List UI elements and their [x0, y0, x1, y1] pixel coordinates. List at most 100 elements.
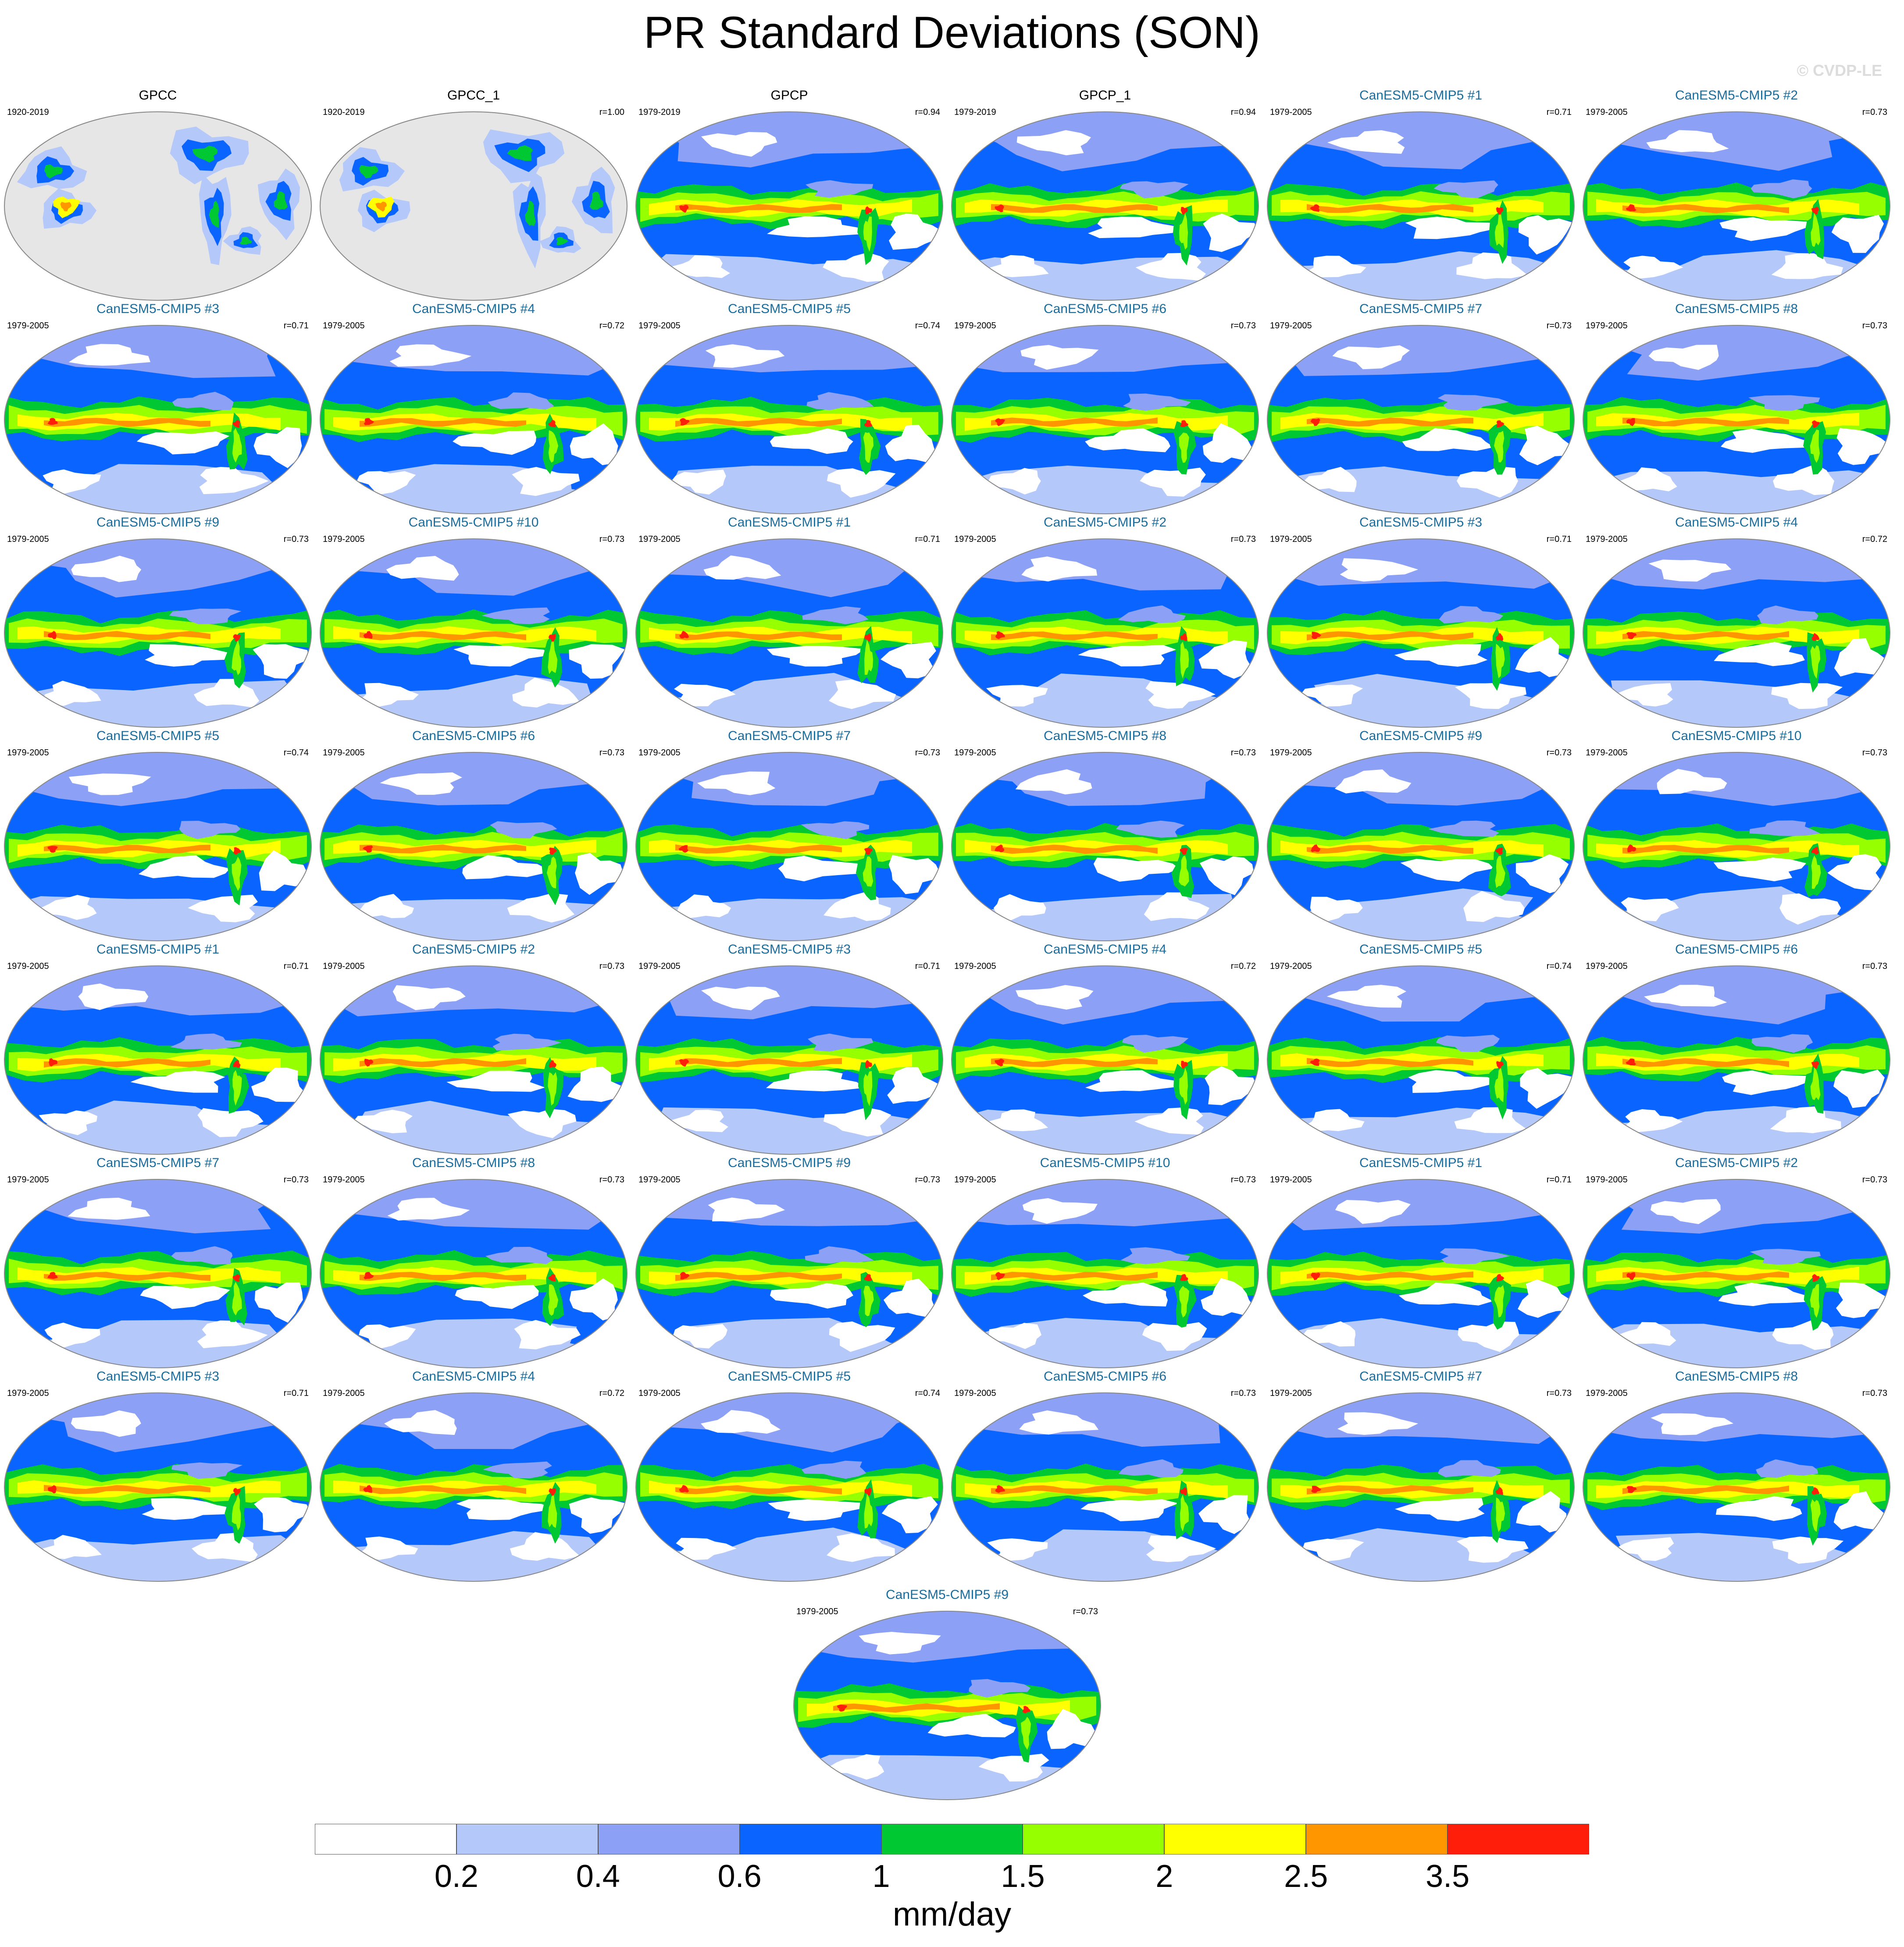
map-panel: CanESM5-CMIP5 #9 1979-2005 r=0.73 — [0, 515, 316, 734]
precip-stddev-map — [1267, 1179, 1575, 1368]
precip-stddev-map — [4, 538, 312, 728]
panel-pattern-correlation: r=0.71 — [1546, 1175, 1572, 1185]
panel-title: GPCC — [139, 88, 177, 103]
map-panel: CanESM5-CMIP5 #7 1979-2005 r=0.73 — [0, 1155, 316, 1374]
map-panel: CanESM5-CMIP5 #7 1979-2005 r=0.73 — [1263, 301, 1579, 520]
map-panel: CanESM5-CMIP5 #6 1979-2005 r=0.73 — [947, 1369, 1263, 1588]
precip-stddev-map — [951, 538, 1259, 728]
panel-pattern-correlation: r=0.73 — [1073, 1607, 1098, 1616]
precip-stddev-map — [4, 752, 312, 941]
panel-pattern-correlation: r=0.74 — [915, 321, 940, 331]
panel-title: CanESM5-CMIP5 #7 — [96, 1156, 220, 1170]
panel-period: 1979-2005 — [1586, 321, 1628, 331]
panel-period: 1979-2005 — [1270, 961, 1312, 971]
precip-stddev-map — [320, 965, 628, 1155]
panel-pattern-correlation: r=0.73 — [1862, 1388, 1887, 1398]
panel-period: 1979-2005 — [7, 748, 49, 758]
panel-title: GPCP — [770, 88, 808, 103]
map-panel: CanESM5-CMIP5 #7 1979-2005 r=0.73 — [631, 728, 947, 947]
precip-stddev-map — [951, 111, 1259, 301]
map-panel: CanESM5-CMIP5 #3 1979-2005 r=0.71 — [631, 942, 947, 1161]
precip-stddev-map — [1583, 752, 1890, 941]
map-panel: CanESM5-CMIP5 #4 1979-2005 r=0.72 — [1579, 515, 1894, 734]
precip-stddev-map — [793, 1611, 1101, 1800]
precip-stddev-map — [1267, 1392, 1575, 1582]
panel-pattern-correlation: r=0.74 — [915, 1388, 940, 1398]
panel-period: 1979-2005 — [638, 1388, 681, 1398]
colorbar-tick-label: 1.5 — [1001, 1859, 1045, 1894]
map-panel: GPCC_1 1920-2019 r=1.00 — [316, 88, 631, 307]
panel-pattern-correlation: r=0.73 — [1862, 107, 1887, 117]
map-panel: GPCP 1979-2019 r=0.94 — [631, 88, 947, 307]
panel-period: 1979-2005 — [1270, 534, 1312, 544]
panel-title: CanESM5-CMIP5 #8 — [1675, 1369, 1798, 1384]
map-panel: CanESM5-CMIP5 #1 1979-2005 r=0.71 — [631, 515, 947, 734]
colorbar-box — [1448, 1824, 1589, 1854]
panel-pattern-correlation: r=0.73 — [1230, 321, 1256, 331]
map-panel: CanESM5-CMIP5 #4 1979-2005 r=0.72 — [947, 942, 1263, 1161]
panel-period: 1979-2005 — [1586, 107, 1628, 117]
map-panel: CanESM5-CMIP5 #9 1979-2005 r=0.73 — [789, 1587, 1105, 1806]
panel-period: 1979-2005 — [638, 961, 681, 971]
panel-pattern-correlation: r=1.00 — [599, 107, 624, 117]
panel-title: GPCC_1 — [447, 88, 500, 103]
panel-pattern-correlation: r=0.73 — [1230, 534, 1256, 544]
map-panel: CanESM5-CMIP5 #6 1979-2005 r=0.73 — [947, 301, 1263, 520]
precip-stddev-map — [320, 111, 628, 301]
panel-period: 1979-2005 — [323, 1175, 365, 1185]
panel-title: CanESM5-CMIP5 #10 — [1671, 729, 1802, 743]
panel-pattern-correlation: r=0.73 — [1546, 748, 1572, 758]
panel-title: CanESM5-CMIP5 #2 — [1675, 88, 1798, 103]
panel-period: 1979-2005 — [7, 1388, 49, 1398]
panel-title: CanESM5-CMIP5 #1 — [96, 942, 220, 957]
colorbar — [315, 1824, 1589, 1854]
panel-period: 1979-2005 — [638, 1175, 681, 1185]
precip-stddev-map — [4, 1179, 312, 1368]
copyright-label: © CVDP-LE — [1797, 61, 1882, 79]
colorbar-box — [1306, 1824, 1448, 1854]
panel-period: 1979-2005 — [1270, 1388, 1312, 1398]
colorbar-units: mm/day — [892, 1896, 1012, 1933]
panel-period: 1979-2005 — [323, 748, 365, 758]
colorbar-tick-label: 0.2 — [434, 1859, 478, 1894]
map-panel: CanESM5-CMIP5 #4 1979-2005 r=0.72 — [316, 301, 631, 520]
panel-title: CanESM5-CMIP5 #3 — [727, 942, 851, 957]
panel-title: CanESM5-CMIP5 #5 — [1359, 942, 1483, 957]
panel-pattern-correlation: r=0.73 — [1546, 1388, 1572, 1398]
map-panel: CanESM5-CMIP5 #8 1979-2005 r=0.73 — [1579, 301, 1894, 520]
panel-title: CanESM5-CMIP5 #8 — [1675, 302, 1798, 316]
panel-title: CanESM5-CMIP5 #9 — [1359, 729, 1483, 743]
panel-title: CanESM5-CMIP5 #6 — [1675, 942, 1798, 957]
figure-title: PR Standard Deviations (SON) — [644, 7, 1260, 57]
panel-period: 1979-2019 — [638, 107, 681, 117]
colorbar-box — [739, 1824, 881, 1854]
map-panel: CanESM5-CMIP5 #4 1979-2005 r=0.72 — [316, 1369, 631, 1588]
precip-stddev-map — [951, 1392, 1259, 1582]
panel-period: 1979-2005 — [1270, 107, 1312, 117]
map-panel: CanESM5-CMIP5 #2 1979-2005 r=0.73 — [1579, 88, 1894, 307]
precip-stddev-map — [635, 1392, 943, 1582]
precip-stddev-map — [4, 325, 312, 514]
colorbar-tick-label: 2.5 — [1284, 1859, 1328, 1894]
panel-title: CanESM5-CMIP5 #6 — [1043, 302, 1167, 316]
panel-period: 1979-2005 — [1586, 534, 1628, 544]
precip-stddev-map — [4, 111, 312, 301]
panel-period: 1979-2005 — [954, 321, 996, 331]
panel-pattern-correlation: r=0.94 — [915, 107, 940, 117]
precip-stddev-map — [1583, 111, 1890, 301]
panel-pattern-correlation: r=0.74 — [1546, 961, 1572, 971]
panel-title: CanESM5-CMIP5 #1 — [727, 515, 851, 530]
panel-pattern-correlation: r=0.73 — [1546, 321, 1572, 331]
precip-stddev-map — [1583, 325, 1890, 514]
colorbar-tick-label: 1 — [872, 1859, 890, 1894]
map-panel: CanESM5-CMIP5 #6 1979-2005 r=0.73 — [316, 728, 631, 947]
colorbar-box — [456, 1824, 598, 1854]
map-panel: CanESM5-CMIP5 #5 1979-2005 r=0.74 — [0, 728, 316, 947]
map-panel: CanESM5-CMIP5 #5 1979-2005 r=0.74 — [631, 1369, 947, 1588]
colorbar-tick-label: 0.4 — [576, 1859, 620, 1894]
precip-stddev-map — [1583, 538, 1890, 728]
panel-pattern-correlation: r=0.73 — [599, 748, 624, 758]
map-panel: CanESM5-CMIP5 #9 1979-2005 r=0.73 — [1263, 728, 1579, 947]
panel-pattern-correlation: r=0.73 — [1862, 321, 1887, 331]
panel-title: CanESM5-CMIP5 #2 — [1043, 515, 1167, 530]
